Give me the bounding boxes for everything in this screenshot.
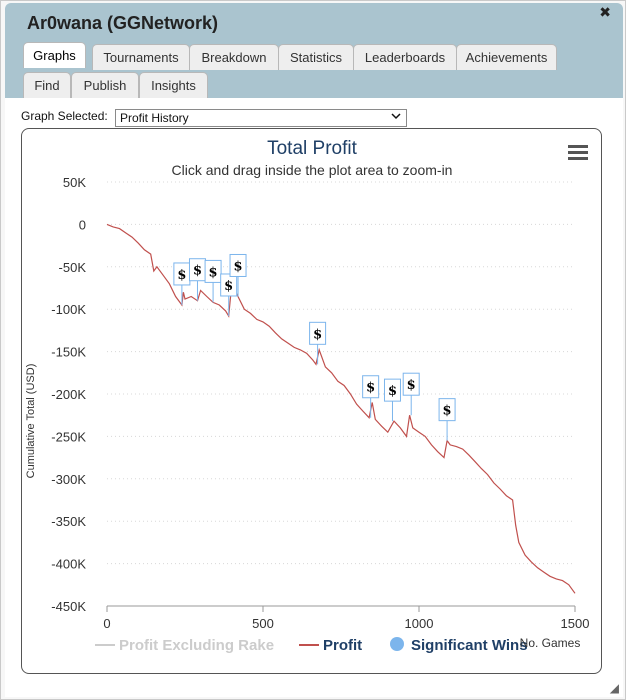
significant-win-flag: [204, 259, 222, 283]
y-tick-label: -150K: [51, 345, 86, 360]
significant-win-marker[interactable]: $: [229, 253, 247, 297]
significant-win-marker[interactable]: $: [220, 273, 238, 316]
menu-bar-top: [568, 145, 588, 148]
legend-label-significant-wins[interactable]: Significant Wins: [411, 637, 528, 654]
chart-subtitle: Click and drag inside the plot area to z…: [172, 162, 453, 178]
window-title: Ar0wana (GGNetwork): [27, 13, 219, 33]
y-tick-label: -300K: [51, 472, 86, 487]
significant-win-label: $: [366, 381, 375, 396]
resize-grip-icon[interactable]: ◢: [609, 681, 619, 695]
significant-win-label: $: [224, 279, 233, 294]
tab-achievements[interactable]: Achievements: [456, 44, 557, 70]
legend-label-excluding-rake[interactable]: Profit Excluding Rake: [119, 637, 274, 654]
significant-win-label: $: [209, 265, 218, 280]
y-tick-label: 50K: [63, 175, 86, 190]
chevron-down-icon: [390, 110, 402, 126]
menu-bar-bottom: [568, 157, 588, 160]
chart-title: Total Profit: [267, 138, 357, 159]
close-icon[interactable]: ✖: [599, 4, 611, 20]
legend-label-profit[interactable]: Profit: [323, 637, 362, 654]
significant-wins-layer: $ $ $$$$$ $ $$: [173, 253, 456, 441]
y-tick-label: -200K: [51, 387, 86, 402]
significant-win-label: $: [177, 268, 186, 283]
tab-tournaments[interactable]: Tournaments: [92, 44, 190, 70]
tab-find[interactable]: Find: [23, 72, 71, 98]
significant-win-flag: [362, 375, 380, 399]
significant-win-label: $: [407, 378, 416, 393]
x-axis-label: No. Games: [520, 636, 581, 650]
legend-symbol-significant-wins: [390, 637, 404, 651]
significant-win-label: $: [234, 259, 243, 274]
significant-win-marker[interactable]: $: [309, 321, 327, 365]
significant-win-marker[interactable]: $: [362, 375, 380, 418]
y-tick-label: 0: [79, 217, 86, 232]
window-header: Ar0wana (GGNetwork) ✖ Graphs Tournaments…: [5, 3, 623, 98]
significant-win-flag: [438, 398, 456, 422]
significant-win-flag: [383, 378, 401, 402]
significant-win-marker[interactable]: $: [402, 372, 420, 416]
significant-win-marker[interactable]: $: [188, 258, 206, 301]
x-tick-label: 500: [252, 616, 274, 631]
y-tick-label: -50K: [59, 260, 87, 275]
y-tick-label: -100K: [51, 302, 86, 317]
significant-win-marker[interactable]: $: [204, 259, 222, 303]
y-tick-label: -250K: [51, 429, 86, 444]
grid-lines: [107, 181, 575, 607]
significant-win-marker[interactable]: $: [173, 262, 191, 305]
significant-win-flag: [402, 372, 420, 396]
significant-win-label: $: [193, 264, 202, 279]
graph-select-value: Profit History: [120, 111, 189, 125]
tab-insights[interactable]: Insights: [139, 72, 208, 98]
significant-win-flag: [309, 321, 327, 345]
profit-chart[interactable]: Total Profit Click and drag inside the p…: [22, 129, 602, 674]
significant-win-label: $: [313, 327, 322, 342]
significant-win-marker[interactable]: $: [438, 398, 456, 441]
significant-win-flag: [220, 273, 238, 297]
significant-win-marker[interactable]: $: [383, 378, 401, 422]
y-tick-label: -350K: [51, 514, 86, 529]
y-tick-label: -450K: [51, 599, 86, 614]
graph-selected-label: Graph Selected:: [21, 109, 108, 123]
tab-statistics[interactable]: Statistics: [278, 44, 354, 70]
graph-select[interactable]: Profit History: [115, 109, 407, 127]
significant-win-label: $: [388, 384, 397, 399]
chart-legend: Profit Excluding Rake Profit Significant…: [95, 637, 528, 654]
y-axis-label: Cumulative Total (USD): [25, 364, 37, 479]
x-tick-label: 0: [103, 616, 110, 631]
significant-win-label: $: [443, 404, 452, 419]
series-layer: [106, 223, 576, 594]
y-axis-ticks: 50K 0 -50K -100K -150K -200K -250K -300K -350K -4…: [51, 175, 86, 614]
x-tick-label: 1000: [405, 616, 434, 631]
chart-container: Total Profit Click and drag inside the p…: [21, 128, 602, 674]
profit-series-line: [106, 223, 576, 594]
menu-bar-middle: [568, 151, 588, 154]
x-tick-label: 1500: [561, 616, 590, 631]
tab-leaderboards[interactable]: Leaderboards: [353, 44, 457, 70]
x-axis-ticks: 0 500 1000 1500: [103, 605, 590, 631]
significant-win-flag: [229, 253, 247, 277]
tab-graphs[interactable]: Graphs: [23, 42, 86, 68]
tab-breakdown[interactable]: Breakdown: [189, 44, 279, 70]
hamburger-menu-icon[interactable]: [568, 145, 588, 160]
tab-publish[interactable]: Publish: [71, 72, 139, 98]
y-tick-label: -400K: [51, 557, 86, 572]
